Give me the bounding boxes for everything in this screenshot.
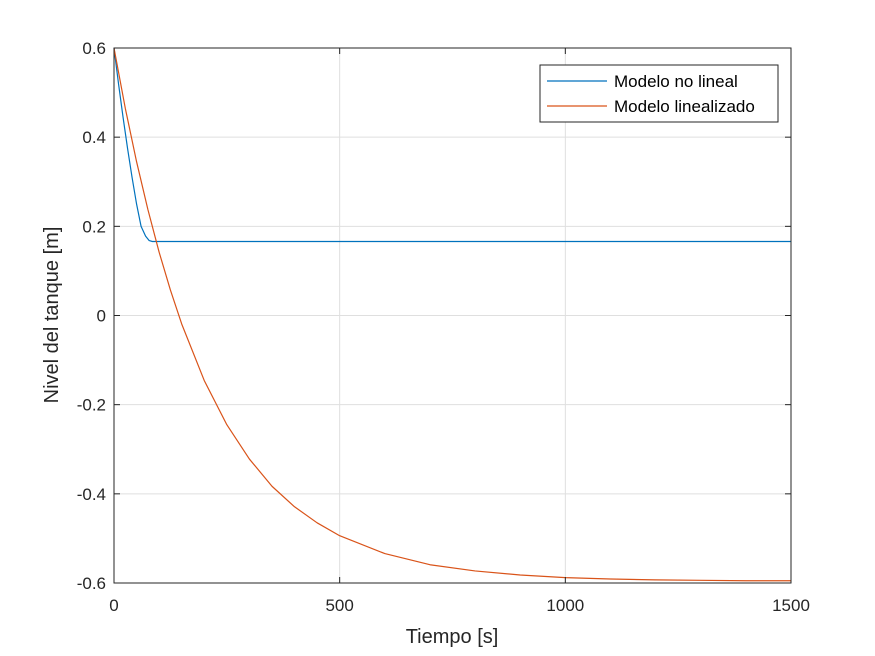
- legend-label-linealizado: Modelo linealizado: [614, 97, 755, 116]
- legend-label-no-lineal: Modelo no lineal: [614, 72, 738, 91]
- series-line-modelo-linealizado: [113, 47, 791, 582]
- y-axis-label: Nivel del tanque [m]: [41, 227, 63, 404]
- y-tick-label: -0.6: [77, 574, 106, 593]
- x-tick-label: 1500: [772, 596, 810, 615]
- x-tick-label: 500: [325, 596, 353, 615]
- grid: [114, 48, 791, 583]
- x-tick-label: 0: [109, 596, 118, 615]
- y-tick-label: 0.4: [82, 128, 106, 147]
- y-tick-label: 0.2: [82, 217, 106, 236]
- series-layer: [113, 47, 791, 582]
- y-tick-label: -0.4: [77, 485, 106, 504]
- x-axis-label: Tiempo [s]: [406, 626, 499, 648]
- y-tick-label: 0.6: [82, 39, 106, 58]
- y-tick-label: 0: [97, 307, 106, 326]
- y-tick-label: -0.2: [77, 396, 106, 415]
- ticks: [113, 47, 792, 584]
- legend-box: [539, 64, 779, 123]
- series-line-modelo-no-lineal: [113, 47, 791, 243]
- tick-labels: 0 500 1000 1500 -0.6 -0.4 -0.2 0 0.2 0.4 0.6: [77, 39, 810, 615]
- legend: Modelo no lineal Modelo linealizado: [539, 64, 779, 123]
- x-tick-label: 1000: [546, 596, 584, 615]
